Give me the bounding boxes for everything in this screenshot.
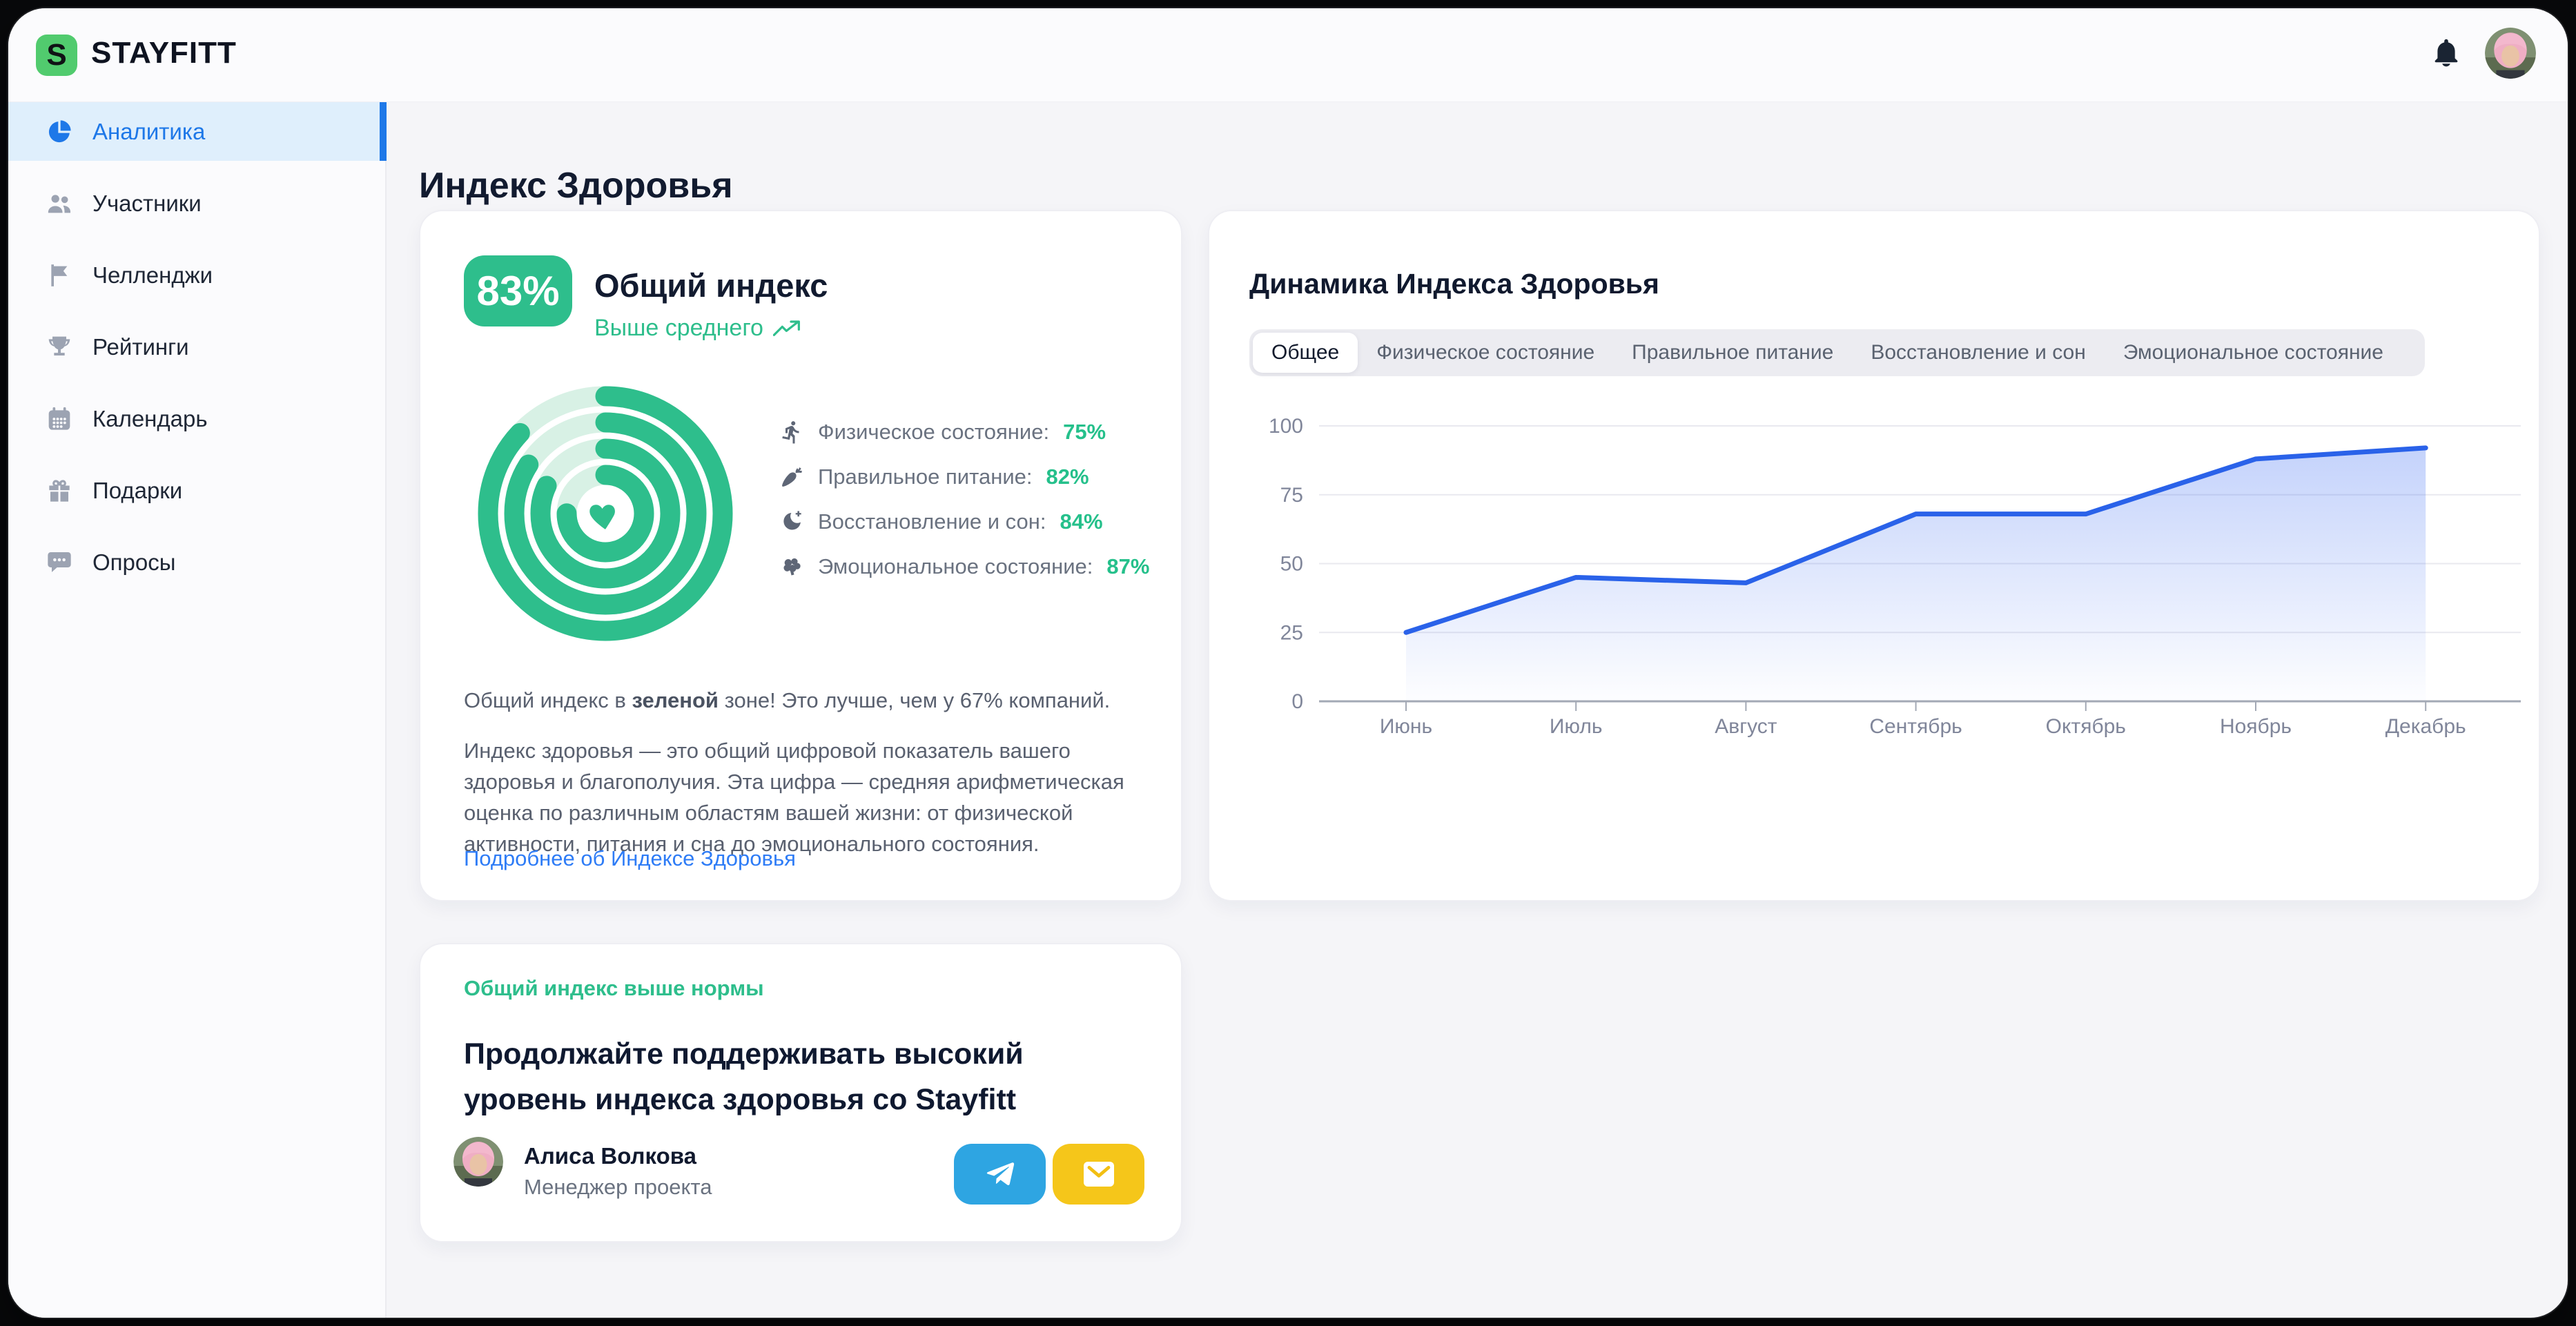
- logo-letter: S: [46, 38, 67, 72]
- metric-value: 82%: [1046, 465, 1089, 489]
- note-bold: зеленой: [632, 688, 719, 712]
- heart-icon: [589, 505, 615, 529]
- topbar: S STAYFITT: [8, 8, 2568, 102]
- users-icon: [46, 190, 73, 217]
- tab-sleep[interactable]: Восстановление и сон: [1871, 341, 2086, 364]
- overall-index-badge: 83%: [464, 255, 572, 326]
- recommendation-status-label: Общий индекс выше нормы: [464, 976, 764, 1000]
- tab-nutrition[interactable]: Правильное питание: [1632, 341, 1834, 364]
- moon-icon: [779, 509, 804, 534]
- index-details-link[interactable]: Подробнее об Индексе Здоровья: [464, 846, 796, 870]
- sidebar-item-analytics[interactable]: Аналитика: [8, 102, 387, 161]
- stayfitt-logo-icon: S: [36, 35, 77, 76]
- svg-text:Сентябрь: Сентябрь: [1869, 715, 1962, 738]
- svg-text:Декабрь: Декабрь: [2385, 715, 2466, 738]
- email-button[interactable]: [1053, 1144, 1144, 1205]
- metric-label: Восстановление и сон:: [818, 509, 1046, 534]
- svg-text:Июнь: Июнь: [1380, 715, 1432, 738]
- trophy-icon: [46, 333, 73, 361]
- app-window: S STAYFITT Аналитика Участники: [8, 8, 2568, 1318]
- metric-value: 75%: [1063, 420, 1106, 444]
- svg-text:50: 50: [1280, 553, 1303, 576]
- recommendation-card: Общий индекс выше нормы Продолжайте подд…: [419, 943, 1182, 1242]
- chart-tab-bar: Общее Физическое состояние Правильное пи…: [1249, 329, 2425, 376]
- sidebar-item-ratings[interactable]: Рейтинги: [8, 318, 385, 376]
- sidebar-item-label: Аналитика: [92, 118, 206, 144]
- metric-label: Правильное питание:: [818, 465, 1033, 489]
- sidebar-item-gifts[interactable]: Подарки: [8, 461, 385, 520]
- brain-icon: [779, 554, 804, 579]
- svg-text:Октябрь: Октябрь: [2046, 715, 2126, 738]
- subtitle-text: Выше среднего: [594, 315, 763, 341]
- svg-text:25: 25: [1280, 621, 1303, 644]
- note-prefix: Общий индекс в: [464, 688, 632, 712]
- svg-text:0: 0: [1291, 690, 1303, 713]
- page-title: Индекс Здоровья: [419, 165, 733, 206]
- sidebar-item-label: Рейтинги: [92, 333, 189, 360]
- svg-text:Июль: Июль: [1550, 715, 1603, 738]
- calendar-icon: [46, 405, 73, 433]
- gift-icon: [46, 477, 73, 505]
- pie-chart-icon: [46, 118, 73, 146]
- svg-text:Ноябрь: Ноябрь: [2220, 715, 2292, 738]
- sidebar-item-members[interactable]: Участники: [8, 174, 385, 233]
- manager-role: Менеджер проекта: [524, 1175, 712, 1199]
- overview-title: Общий индекс: [594, 267, 828, 304]
- metric-row: Восстановление и сон: 84%: [779, 509, 1166, 534]
- metric-label: Эмоциональное состояние:: [818, 554, 1093, 578]
- sidebar-item-label: Подарки: [92, 477, 183, 503]
- carrot-icon: [779, 465, 804, 489]
- flag-icon: [46, 262, 73, 289]
- envelope-icon: [1083, 1162, 1114, 1187]
- tab-emotional[interactable]: Эмоциональное состояние: [2123, 341, 2383, 364]
- telegram-icon: [986, 1162, 1014, 1186]
- user-avatar[interactable]: [2485, 28, 2536, 79]
- manager-name: Алиса Волкова: [524, 1143, 696, 1169]
- index-description: Индекс здоровья — это общий цифровой пок…: [464, 739, 1124, 856]
- recommendation-title: Продолжайте поддерживать высокий уровень…: [464, 1037, 1024, 1116]
- metric-row: Эмоциональное состояние: 87%: [779, 554, 1166, 579]
- overview-card: 83% Общий индекс Выше среднего: [419, 210, 1182, 901]
- chart-title: Динамика Индекса Здоровья: [1249, 268, 1659, 300]
- chat-icon: [46, 549, 73, 576]
- sidebar: Аналитика Участники Челленджи Рейтинги К…: [8, 102, 387, 1318]
- health-rings-gauge: [478, 386, 733, 641]
- sidebar-item-label: Календарь: [92, 405, 208, 431]
- svg-text:75: 75: [1280, 484, 1303, 507]
- zone-note: Общий индекс в зеленой зоне! Это лучше, …: [464, 685, 1144, 716]
- metric-label: Физическое состояние:: [818, 420, 1050, 444]
- metric-value: 84%: [1060, 509, 1103, 534]
- svg-text:100: 100: [1269, 415, 1303, 438]
- tab-overall[interactable]: Общее: [1253, 333, 1358, 373]
- note-suffix: зоне! Это лучше, чем у 67% компаний.: [718, 688, 1111, 712]
- bell-icon[interactable]: [2430, 36, 2463, 69]
- health-index-line-chart: 0 25 50 75 100 Июнь Июль Август Сентябрь Октябрь Н…: [1269, 415, 2521, 738]
- trending-up-icon: [772, 320, 800, 336]
- manager-avatar: [453, 1137, 503, 1187]
- tab-physical[interactable]: Физическое состояние: [1376, 341, 1595, 364]
- overview-subtitle: Выше среднего: [594, 315, 801, 342]
- sidebar-item-label: Челленджи: [92, 262, 213, 288]
- dynamics-card: Динамика Индекса Здоровья Общее Физическ…: [1208, 210, 2540, 901]
- metrics-list: Физическое состояние: 75% Правильное пит…: [779, 420, 1166, 599]
- sidebar-item-label: Опросы: [92, 549, 176, 575]
- metric-value: 87%: [1106, 554, 1150, 578]
- metric-row: Правильное питание: 82%: [779, 465, 1166, 489]
- runner-icon: [779, 420, 804, 445]
- sidebar-item-challenges[interactable]: Челленджи: [8, 246, 385, 304]
- svg-text:Август: Август: [1715, 715, 1777, 738]
- telegram-button[interactable]: [954, 1144, 1046, 1205]
- sidebar-item-calendar[interactable]: Календарь: [8, 389, 385, 448]
- sidebar-item-label: Участники: [92, 190, 202, 216]
- metric-row: Физическое состояние: 75%: [779, 420, 1166, 445]
- brand-title: STAYFITT: [91, 36, 237, 70]
- sidebar-item-surveys[interactable]: Опросы: [8, 533, 385, 592]
